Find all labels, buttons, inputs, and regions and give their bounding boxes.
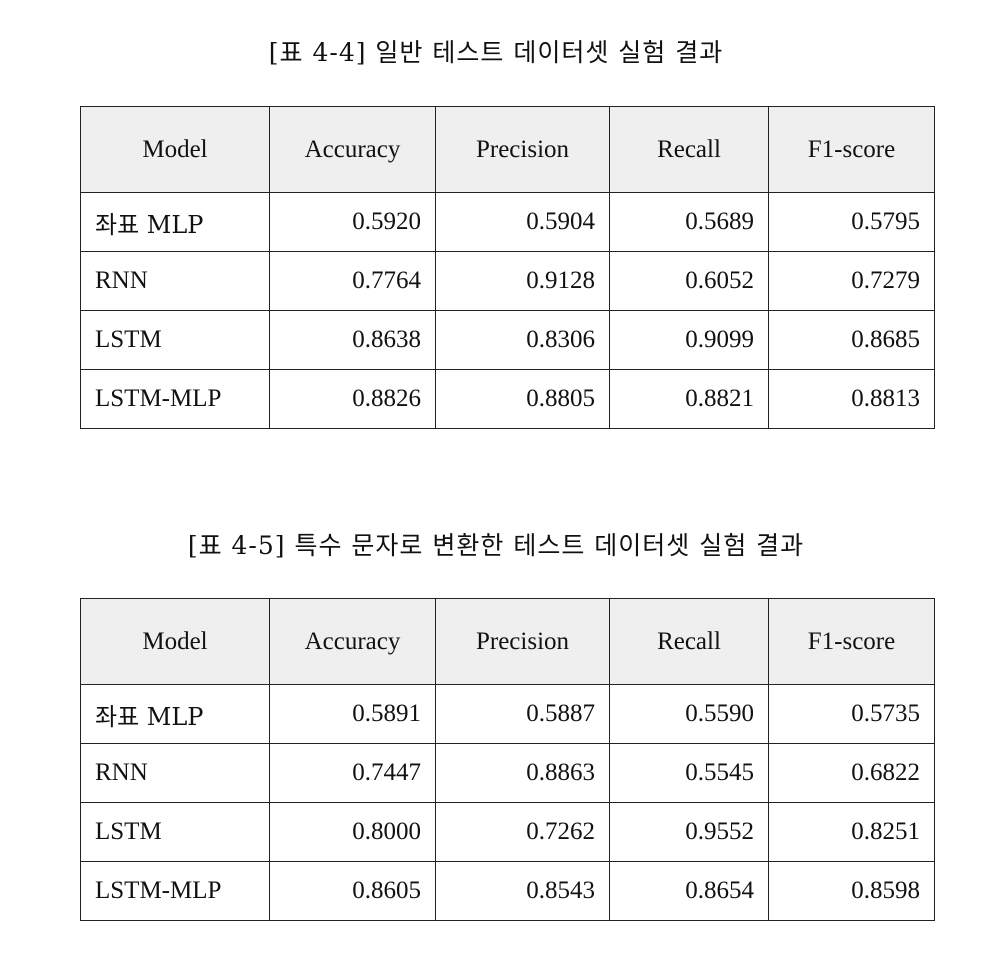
recall-cell: 0.8821	[609, 369, 769, 429]
recall-cell: 0.5545	[609, 743, 769, 803]
recall-cell: 0.5590	[609, 684, 769, 744]
header-row: Model Accuracy Precision Recall F1-score	[80, 598, 935, 685]
table-row: 좌표 MLP 0.5920 0.5904 0.5689 0.5795	[80, 192, 935, 252]
accuracy-cell: 0.5891	[269, 684, 436, 744]
f1-score-cell: 0.8813	[768, 369, 935, 429]
f1-score-cell: 0.6822	[768, 743, 935, 803]
header-accuracy: Accuracy	[269, 598, 436, 685]
model-cell: LSTM	[80, 802, 270, 862]
precision-cell: 0.5904	[435, 192, 610, 252]
accuracy-cell: 0.8638	[269, 310, 436, 370]
recall-cell: 0.9552	[609, 802, 769, 862]
model-cell: RNN	[80, 251, 270, 311]
f1-score-cell: 0.5735	[768, 684, 935, 744]
header-model: Model	[80, 106, 270, 193]
table-row: LSTM-MLP 0.8605 0.8543 0.8654 0.8598	[80, 861, 935, 921]
table-row: 좌표 MLP 0.5891 0.5887 0.5590 0.5735	[80, 684, 935, 744]
recall-cell: 0.6052	[609, 251, 769, 311]
header-row: Model Accuracy Precision Recall F1-score	[80, 106, 935, 193]
results-table-normal-test: Model Accuracy Precision Recall F1-score…	[80, 106, 935, 429]
precision-cell: 0.5887	[435, 684, 610, 744]
accuracy-cell: 0.7764	[269, 251, 436, 311]
precision-cell: 0.8306	[435, 310, 610, 370]
f1-score-cell: 0.8685	[768, 310, 935, 370]
accuracy-cell: 0.7447	[269, 743, 436, 803]
recall-cell: 0.9099	[609, 310, 769, 370]
table-row: RNN 0.7764 0.9128 0.6052 0.7279	[80, 251, 935, 311]
model-cell: RNN	[80, 743, 270, 803]
header-accuracy: Accuracy	[269, 106, 436, 193]
accuracy-cell: 0.8826	[269, 369, 436, 429]
precision-cell: 0.8805	[435, 369, 610, 429]
table-row: LSTM-MLP 0.8826 0.8805 0.8821 0.8813	[80, 369, 935, 429]
header-recall: Recall	[609, 106, 769, 193]
header-f1-score: F1-score	[768, 598, 935, 685]
results-table-special-char-test: Model Accuracy Precision Recall F1-score…	[80, 598, 935, 921]
accuracy-cell: 0.5920	[269, 192, 436, 252]
precision-cell: 0.7262	[435, 802, 610, 862]
f1-score-cell: 0.7279	[768, 251, 935, 311]
precision-cell: 0.8543	[435, 861, 610, 921]
recall-cell: 0.8654	[609, 861, 769, 921]
header-precision: Precision	[435, 106, 610, 193]
table-4-4-caption: [표 4-4] 일반 테스트 데이터셋 실험 결과	[268, 38, 724, 67]
model-cell: LSTM-MLP	[80, 369, 270, 429]
accuracy-cell: 0.8000	[269, 802, 436, 862]
header-precision: Precision	[435, 598, 610, 685]
model-cell: 좌표 MLP	[80, 684, 270, 744]
model-cell: LSTM	[80, 310, 270, 370]
header-model: Model	[80, 598, 270, 685]
accuracy-cell: 0.8605	[269, 861, 436, 921]
header-recall: Recall	[609, 598, 769, 685]
recall-cell: 0.5689	[609, 192, 769, 252]
model-cell: 좌표 MLP	[80, 192, 270, 252]
table-4-5-caption: [표 4-5] 특수 문자로 변환한 테스트 데이터셋 실험 결과	[187, 531, 805, 560]
table-row: LSTM 0.8000 0.7262 0.9552 0.8251	[80, 802, 935, 862]
precision-cell: 0.8863	[435, 743, 610, 803]
f1-score-cell: 0.5795	[768, 192, 935, 252]
table-row: RNN 0.7447 0.8863 0.5545 0.6822	[80, 743, 935, 803]
table-row: LSTM 0.8638 0.8306 0.9099 0.8685	[80, 310, 935, 370]
f1-score-cell: 0.8251	[768, 802, 935, 862]
precision-cell: 0.9128	[435, 251, 610, 311]
f1-score-cell: 0.8598	[768, 861, 935, 921]
model-cell: LSTM-MLP	[80, 861, 270, 921]
header-f1-score: F1-score	[768, 106, 935, 193]
